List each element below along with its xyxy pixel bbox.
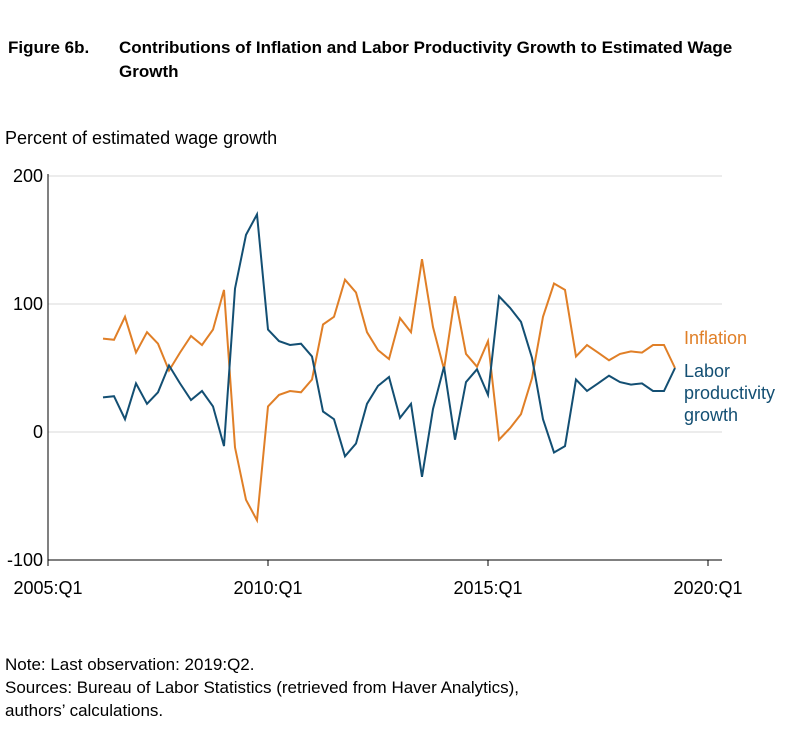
note-text: Note: Last observation: 2019:Q2. (5, 655, 255, 674)
series-label-productivity-1: Labor (684, 361, 730, 381)
x-tick-label: 2015:Q1 (453, 578, 522, 598)
series-label-productivity-3: growth (684, 405, 738, 425)
series-line-inflation (102, 259, 676, 524)
axes (47, 174, 722, 566)
gridlines (48, 175, 722, 433)
sources-text-2: authors’ calculations. (5, 701, 164, 720)
y-tick-label: -100 (7, 550, 43, 570)
series-labels: Inflation Labor productivity growth (684, 328, 775, 425)
x-tick-label: 2020:Q1 (673, 578, 742, 598)
series-line-labor-productivity (102, 211, 676, 477)
y-tick-label: 100 (13, 294, 43, 314)
chart-title: Contributions of Inflation and Labor Pro… (119, 38, 733, 81)
tick-labels: 200 100 0 -100 2005:Q1 2010:Q1 2015:Q1 2020:Q1 (7, 166, 743, 598)
y-tick-label: 200 (13, 166, 43, 186)
series-label-inflation: Inflation (684, 328, 747, 348)
x-tick-label: 2010:Q1 (233, 578, 302, 598)
sources-text-1: Sources: Bureau of Labor Statistics (ret… (5, 678, 519, 697)
chart-notes: Note: Last observation: 2019:Q2. Sources… (5, 653, 519, 722)
series-label-productivity-2: productivity (684, 383, 775, 403)
x-tick-label: 2005:Q1 (13, 578, 82, 598)
figure-number: Figure 6b. (8, 38, 90, 57)
y-tick-label: 0 (33, 422, 43, 442)
y-axis-title: Percent of estimated wage growth (5, 128, 278, 148)
series-lines (102, 211, 676, 524)
